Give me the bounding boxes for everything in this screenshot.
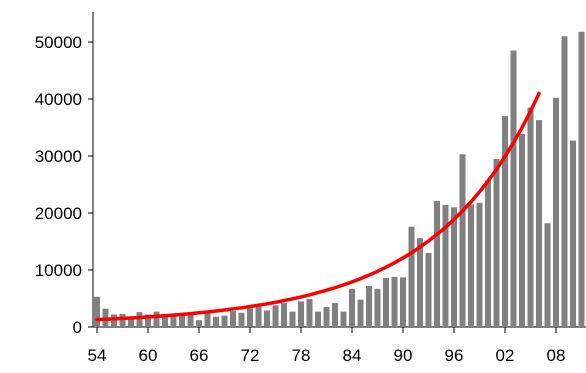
bar (459, 154, 466, 327)
y-axis: 0 10000 20000 30000 40000 50000 (35, 12, 94, 337)
bar (527, 107, 534, 327)
x-tick-label: 78 (292, 346, 311, 365)
bar (349, 288, 355, 327)
bar (357, 299, 364, 327)
bar (366, 285, 372, 327)
y-tick-label: 10000 (35, 261, 82, 280)
bar (332, 303, 338, 327)
bar (94, 296, 100, 327)
bar (425, 252, 432, 327)
bar (340, 311, 347, 327)
bar (298, 301, 304, 327)
bar (264, 310, 270, 327)
bar (119, 313, 126, 327)
trend-line-series (95, 91, 541, 322)
bar (255, 306, 262, 327)
bar (476, 202, 483, 327)
y-tick-label: 50000 (35, 33, 82, 52)
x-tick-label: 02 (496, 346, 515, 365)
bar (468, 204, 474, 327)
bar (315, 311, 321, 327)
bar (221, 315, 228, 327)
bar (519, 133, 525, 327)
x-tick-label: 60 (139, 346, 158, 365)
bar (485, 180, 491, 327)
bar (170, 313, 177, 327)
y-tick-label: 20000 (35, 204, 82, 223)
bar-series (94, 31, 585, 328)
bar (570, 140, 576, 327)
bar (238, 312, 245, 327)
bar (510, 50, 517, 328)
bar (434, 201, 440, 327)
bar (374, 288, 381, 327)
trend-line (95, 91, 541, 322)
bar (536, 120, 542, 327)
y-tick-label: 40000 (35, 90, 82, 109)
bar (323, 307, 330, 327)
bar (111, 314, 117, 327)
x-tick-label: 90 (394, 346, 413, 365)
x-tick-label: 72 (241, 346, 260, 365)
bar (204, 313, 211, 327)
bar (213, 316, 219, 327)
bar (442, 205, 449, 327)
bar (272, 305, 279, 327)
bar (187, 314, 194, 327)
bar (179, 313, 185, 327)
bar (553, 97, 559, 327)
bar (493, 158, 500, 327)
bar (502, 116, 508, 327)
x-tick-label: 66 (190, 346, 209, 365)
bar (196, 320, 202, 327)
bar (136, 312, 143, 327)
bar (145, 314, 151, 327)
bar (578, 31, 585, 328)
bar (162, 313, 168, 327)
x-tick-label: 08 (547, 346, 566, 365)
bar (391, 276, 398, 327)
bar (306, 299, 313, 327)
bar (289, 311, 296, 327)
bar (400, 277, 406, 327)
y-tick-label: 30000 (35, 147, 82, 166)
x-tick-label: 96 (445, 346, 464, 365)
bar (417, 238, 423, 327)
bar (561, 36, 568, 328)
y-tick-label: 0 (73, 318, 82, 337)
x-tick-label: 54 (88, 346, 107, 365)
bar (230, 311, 236, 327)
bar (153, 311, 160, 327)
bar (451, 207, 457, 327)
bar (408, 226, 415, 327)
bar (128, 317, 134, 327)
x-axis: 54 60 66 72 78 84 90 96 02 08 (88, 326, 586, 365)
x-tick-label: 84 (343, 346, 362, 365)
bar (544, 223, 551, 327)
bar (383, 277, 389, 327)
bar (281, 303, 287, 327)
bar (247, 308, 253, 327)
